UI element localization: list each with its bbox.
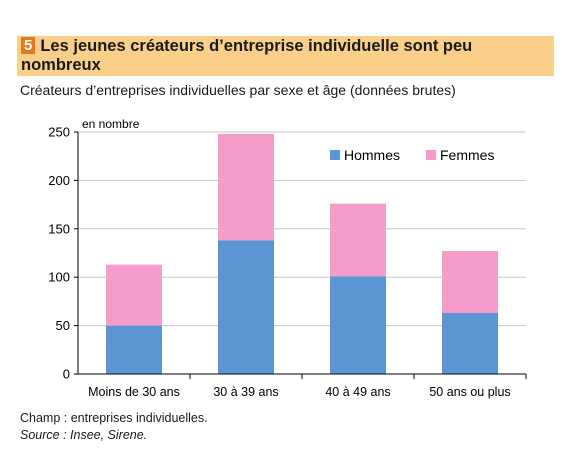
legend-label-femmes: Femmes [440,147,494,163]
footnote-champ: Champ : entreprises individuelles. [20,411,208,425]
bar-femmes [106,264,162,326]
x-tick-label: 40 à 49 ans [325,385,390,399]
y-axis-label: en nombre [82,117,140,131]
chart-title: Les jeunes créateurs d’entreprise indivi… [21,37,473,74]
stacked-bar-chart: 0 50 100 150 200 250 Moins de 30 ans 30 à 39 an… [48,117,527,399]
bar-hommes [218,240,274,374]
bar-hommes [442,313,498,374]
legend-swatch-femmes [426,150,436,160]
y-tick-label: 100 [48,270,70,285]
bar-femmes [442,251,498,314]
y-tick-label: 50 [56,318,70,333]
x-tick-label: Moins de 30 ans [88,385,180,399]
chart-number-badge: 5 [21,37,36,54]
bar-femmes [218,133,274,241]
legend-swatch-hommes [330,150,340,160]
bar-hommes [330,276,386,374]
y-tick-label: 0 [63,367,70,382]
title-bar: 5 Les jeunes créateurs d’entreprise indiv… [17,36,554,76]
y-tick-label: 200 [48,173,70,188]
legend-label-hommes: Hommes [344,147,400,163]
footnote-source: Source : Insee, Sirene. [20,428,148,442]
y-tick-label: 250 [48,125,70,140]
x-tick-label: 50 ans ou plus [429,385,510,399]
x-tick-label: 30 à 39 ans [213,385,278,399]
chart-subtitle: Créateurs d’entreprises individuelles pa… [20,82,456,98]
bar-femmes [330,203,386,277]
y-tick-label: 150 [48,221,70,236]
bar-hommes [106,325,162,374]
